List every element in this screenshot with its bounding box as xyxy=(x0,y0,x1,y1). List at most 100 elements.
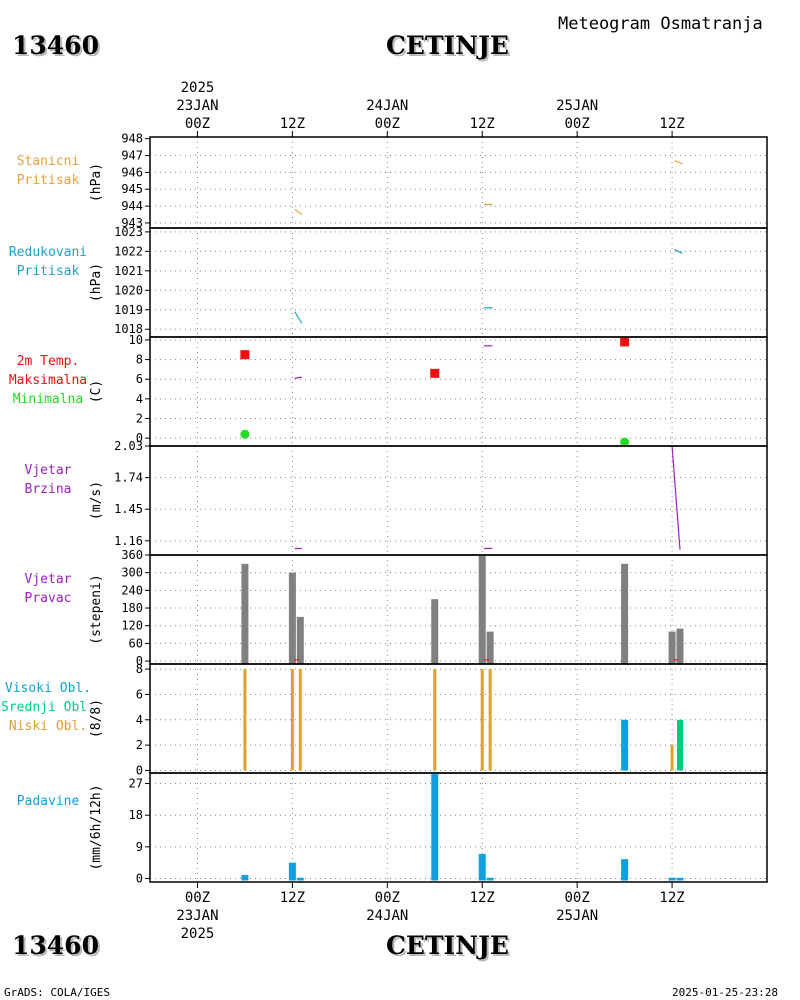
y-tick-label: 300 xyxy=(121,566,143,580)
unit-label-temperature: (C) xyxy=(89,380,104,403)
y-tick-label: 240 xyxy=(121,583,143,597)
panel-label-temperature: Maksimalna xyxy=(9,373,87,388)
panel-label-temperature: Minimalna xyxy=(13,392,83,407)
temp-line xyxy=(294,376,302,379)
y-tick-label: 10 xyxy=(129,333,143,347)
time-tick-bottom: 00Z xyxy=(565,890,590,906)
generated-timestamp: 2025-01-25-23:28 xyxy=(672,986,778,999)
y-tick-label: 0 xyxy=(136,431,143,445)
y-tick-label: 944 xyxy=(121,199,143,213)
y-tick-label: 6 xyxy=(136,687,143,701)
unit-label-wind_speed: (m/s) xyxy=(89,481,104,520)
direction-bar xyxy=(676,628,684,664)
low-cloud-bar xyxy=(243,669,247,771)
y-tick-label: 1020 xyxy=(114,283,143,297)
low-cloud-bar xyxy=(488,669,492,771)
y-tick-label: 948 xyxy=(121,132,143,146)
direction-bar xyxy=(241,563,249,664)
precip-bar xyxy=(676,877,684,881)
direction-bar xyxy=(668,631,676,664)
time-tick-bottom: 00Z xyxy=(185,890,210,906)
y-tick-label: 2.03 xyxy=(114,439,143,453)
y-tick-label: 947 xyxy=(121,149,143,163)
y-tick-label: 180 xyxy=(121,601,143,615)
panel-label-clouds: Niski Obl. xyxy=(9,719,87,734)
tmax-point xyxy=(620,337,630,347)
y-tick-label: 6 xyxy=(136,372,143,386)
panel-label-wind_speed: Brzina xyxy=(25,482,72,497)
y-tick-label: 8 xyxy=(136,353,143,367)
footer-station-name: CETINJE xyxy=(386,931,509,960)
station-name: CETINJE xyxy=(386,31,509,60)
direction-bar xyxy=(486,631,494,664)
direction-bar xyxy=(296,616,304,664)
day-label-bottom: 23JAN xyxy=(176,908,218,924)
low-cloud-bar xyxy=(433,669,437,771)
direction-bar xyxy=(288,572,296,664)
low-cloud-bar xyxy=(290,669,294,771)
time-tick-top: 00Z xyxy=(185,116,210,132)
y-tick-label: 1021 xyxy=(114,264,143,278)
precip-bar xyxy=(241,874,249,881)
panel-reduced_pressure: 1018 1019 1020 1021 1022 1023 xyxy=(114,225,768,338)
panel-precipitation: 0 9 18 27 xyxy=(129,772,768,885)
panel-label-clouds: Visoki Obl. xyxy=(5,681,91,696)
precip-bar xyxy=(431,773,439,881)
direction-bar xyxy=(431,599,439,664)
y-tick-label: 120 xyxy=(121,619,143,633)
panel-label-precipitation: Padavine xyxy=(17,794,80,809)
y-tick-label: 1022 xyxy=(114,244,143,258)
series-line xyxy=(294,311,303,324)
y-tick-label: 60 xyxy=(129,636,143,650)
year-label-top: 2025 xyxy=(181,80,215,96)
panel-label-wind_speed: Vjetar xyxy=(25,463,72,478)
time-tick-bottom: 12Z xyxy=(470,890,495,906)
day-label-bottom: 25JAN xyxy=(556,908,598,924)
tmax-point xyxy=(240,350,250,360)
y-tick-label: 27 xyxy=(129,777,143,791)
panel-frame xyxy=(149,445,768,556)
panel-labels: (hPa)StanicniPritisak(hPa)RedukovaniPrit… xyxy=(1,154,104,871)
panel-frame xyxy=(149,663,768,774)
panel-frame xyxy=(149,136,768,229)
footer-station-id: 13460 xyxy=(12,931,99,960)
panel-clouds: 0 2 4 6 8 xyxy=(136,662,768,777)
tmin-point xyxy=(240,429,250,439)
series-line xyxy=(671,445,681,550)
time-tick-top: 12Z xyxy=(280,116,305,132)
tmax-point xyxy=(430,368,440,378)
panel-label-reduced_pressure: Redukovani xyxy=(9,245,87,260)
y-tick-label: 1.16 xyxy=(114,534,143,548)
y-tick-label: 4 xyxy=(136,392,143,406)
day-label-top: 23JAN xyxy=(176,98,218,114)
grads-credit: GrADS: COLA/IGES xyxy=(4,986,110,999)
day-label-bottom: 24JAN xyxy=(366,908,408,924)
y-tick-label: 1.45 xyxy=(114,502,143,516)
day-label-top: 24JAN xyxy=(366,98,408,114)
time-tick-top: 00Z xyxy=(565,116,590,132)
panel-label-wind_direction: Pravac xyxy=(25,591,72,606)
unit-label-reduced_pressure: (hPa) xyxy=(89,263,104,302)
y-tick-label: 9 xyxy=(136,840,143,854)
series-line xyxy=(674,248,683,254)
time-tick-bottom: 12Z xyxy=(659,890,684,906)
precip-bar xyxy=(486,877,494,881)
year-label-bottom: 2025 xyxy=(181,926,215,942)
panel-label-wind_direction: Vjetar xyxy=(25,572,72,587)
panel-frame xyxy=(149,227,768,338)
day-label-top: 25JAN xyxy=(556,98,598,114)
panel-wind_speed: 1.16 1.45 1.74 2.03 xyxy=(114,439,768,556)
y-tick-label: 945 xyxy=(121,182,143,196)
y-tick-label: 1019 xyxy=(114,303,143,317)
precip-bar xyxy=(621,859,629,881)
y-tick-label: 1018 xyxy=(114,322,143,336)
panel-label-station_pressure: Pritisak xyxy=(17,173,80,188)
unit-label-station_pressure: (hPa) xyxy=(89,163,104,202)
high-cloud-bar xyxy=(621,719,629,771)
low-cloud-bar xyxy=(670,745,674,771)
precip-bar xyxy=(296,877,304,881)
series-line xyxy=(294,208,303,216)
unit-label-clouds: (8/8) xyxy=(89,699,104,738)
time-tick-top: 12Z xyxy=(470,116,495,132)
